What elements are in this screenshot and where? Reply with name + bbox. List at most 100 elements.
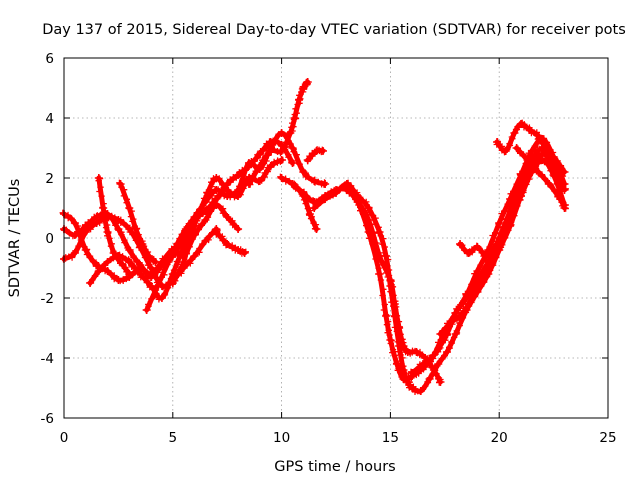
data-point [114, 225, 123, 233]
data-point [473, 282, 482, 290]
data-point [255, 162, 264, 170]
data-traces [59, 78, 569, 395]
data-point [399, 375, 408, 383]
data-point [181, 225, 190, 233]
data-point [223, 213, 232, 221]
data-point [403, 348, 412, 356]
data-point [310, 177, 319, 185]
data-point [125, 258, 134, 266]
data-point [286, 129, 295, 137]
data-point [321, 180, 330, 188]
data-point [364, 204, 373, 212]
data-point [212, 186, 221, 194]
data-point [212, 195, 221, 203]
data-point [244, 180, 253, 188]
data-point [447, 318, 456, 326]
data-point [506, 195, 515, 203]
data-point [386, 282, 395, 290]
data-point [131, 225, 140, 233]
data-point [255, 150, 264, 158]
data-point [332, 189, 340, 197]
data-point [419, 360, 428, 368]
data-point [103, 267, 112, 275]
data-point [473, 243, 482, 251]
data-point [353, 198, 362, 206]
data-point [194, 210, 203, 218]
data-point [408, 369, 417, 377]
y-tick-label: -2 [41, 291, 54, 307]
data-point [277, 156, 286, 164]
data-point [114, 276, 123, 284]
data-point [464, 249, 473, 257]
data-point [144, 252, 153, 260]
series-arc-j [244, 78, 312, 188]
data-point [81, 246, 90, 254]
data-point [99, 204, 108, 212]
data-point [434, 360, 443, 368]
x-tick-label: 10 [273, 430, 290, 446]
data-point [390, 312, 399, 320]
data-point [534, 168, 543, 176]
data-point [70, 249, 79, 257]
data-point [168, 279, 177, 287]
data-point [482, 267, 491, 275]
data-point [538, 156, 547, 164]
data-point [299, 84, 308, 92]
data-point [527, 147, 536, 155]
data-point [312, 225, 321, 233]
data-point [321, 195, 330, 203]
data-point [499, 231, 508, 239]
series-arc-i [212, 228, 249, 257]
data-point [290, 114, 299, 122]
data-point [240, 249, 249, 257]
data-point [392, 360, 401, 368]
data-point [386, 336, 395, 344]
x-tick-label: 20 [491, 430, 508, 446]
chart-title: Day 137 of 2015, Sidereal Day-to-day VTE… [42, 22, 626, 38]
data-point [234, 225, 243, 233]
data-point [456, 240, 465, 248]
data-point [277, 147, 286, 155]
data-point [364, 228, 373, 236]
y-tick-label: 2 [45, 171, 54, 187]
data-point [266, 162, 275, 170]
data-point [201, 237, 210, 245]
data-point [375, 228, 384, 236]
data-point [136, 270, 145, 278]
data-point [516, 192, 525, 200]
data-point [303, 78, 312, 86]
data-point [288, 159, 297, 167]
data-point [288, 180, 297, 188]
x-tick-label: 5 [169, 430, 178, 446]
data-point [560, 180, 569, 188]
data-point [510, 129, 519, 137]
data-point [305, 210, 314, 218]
data-point [493, 138, 502, 146]
data-point [223, 240, 232, 248]
x-tick-label: 0 [60, 430, 69, 446]
data-point [266, 147, 275, 155]
series-arc-e [94, 174, 134, 278]
data-point [462, 291, 471, 299]
data-point [86, 279, 95, 287]
x-tick-label: 15 [382, 430, 399, 446]
data-point [116, 180, 125, 188]
y-axis-label: SDTVAR / TECUs [7, 179, 23, 298]
data-point [545, 180, 554, 188]
x-tick-label: 25 [599, 430, 616, 446]
data-point [179, 258, 188, 266]
data-point [70, 231, 79, 239]
data-point [110, 249, 119, 257]
series-arc-s [493, 119, 565, 182]
data-point [295, 96, 304, 104]
data-point [138, 240, 147, 248]
data-point [244, 159, 253, 167]
data-point [92, 261, 101, 269]
data-point [164, 258, 173, 266]
series-arc-m [303, 146, 327, 165]
data-point [436, 330, 445, 338]
axis-ticks: 0 5 10 15 20 25 -6 -4 -2 0 2 4 6 [41, 51, 617, 446]
data-point [103, 258, 112, 266]
